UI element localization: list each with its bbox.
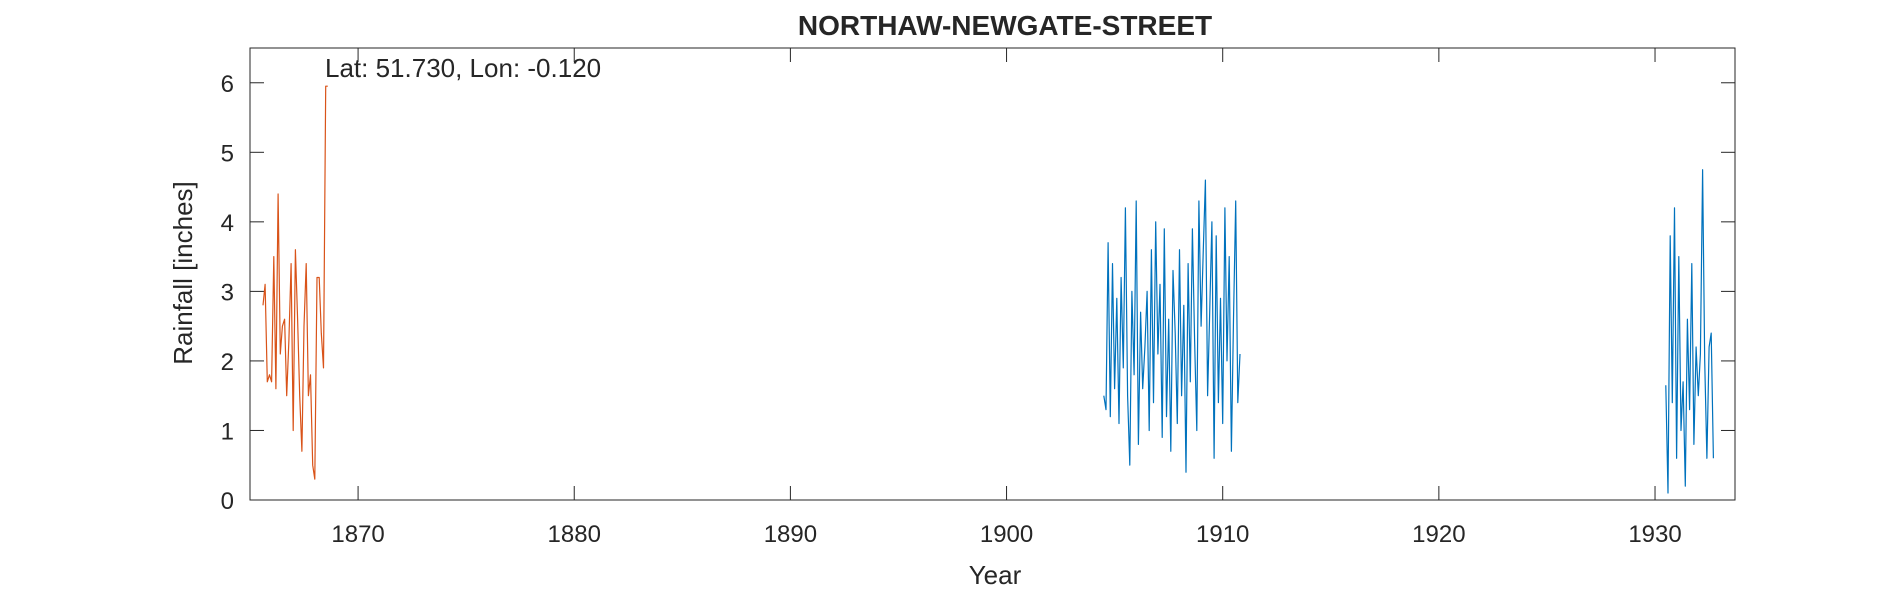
y-tick-label: 0 [221,488,234,515]
x-tick-label: 1890 [764,521,817,548]
chart-title: NORTHAW-NEWGATE-STREET [798,10,1212,41]
x-tick-label: 1880 [548,521,601,548]
y-axis-label: Rainfall [inches] [168,181,198,365]
series-line-2 [1103,179,1241,473]
y-tick-label: 5 [221,140,234,167]
series-group [262,85,1714,494]
plot-area [249,47,1736,501]
station-coordinates-annotation: Lat: 51.730, Lon: -0.120 [325,53,601,83]
x-tick-label: 1930 [1628,521,1681,548]
y-axis: 0 1 2 3 4 5 6 [221,71,1735,515]
y-tick-label: 1 [221,418,234,445]
y-tick-label: 6 [221,71,234,98]
y-tick-label: 4 [221,210,234,237]
x-axis-label: Year [969,560,1022,590]
plot-frame [249,47,1736,501]
x-axis: 1870 1880 1890 1900 1910 1920 1930 [331,48,1682,548]
x-tick-label: 1900 [980,521,1033,548]
series-line-3 [1665,169,1714,494]
y-tick-label: 2 [221,349,234,376]
series-line-1 [262,85,328,480]
x-tick-label: 1920 [1412,521,1465,548]
x-tick-label: 1870 [331,521,384,548]
y-tick-label: 3 [221,279,234,306]
x-tick-label: 1910 [1196,521,1249,548]
